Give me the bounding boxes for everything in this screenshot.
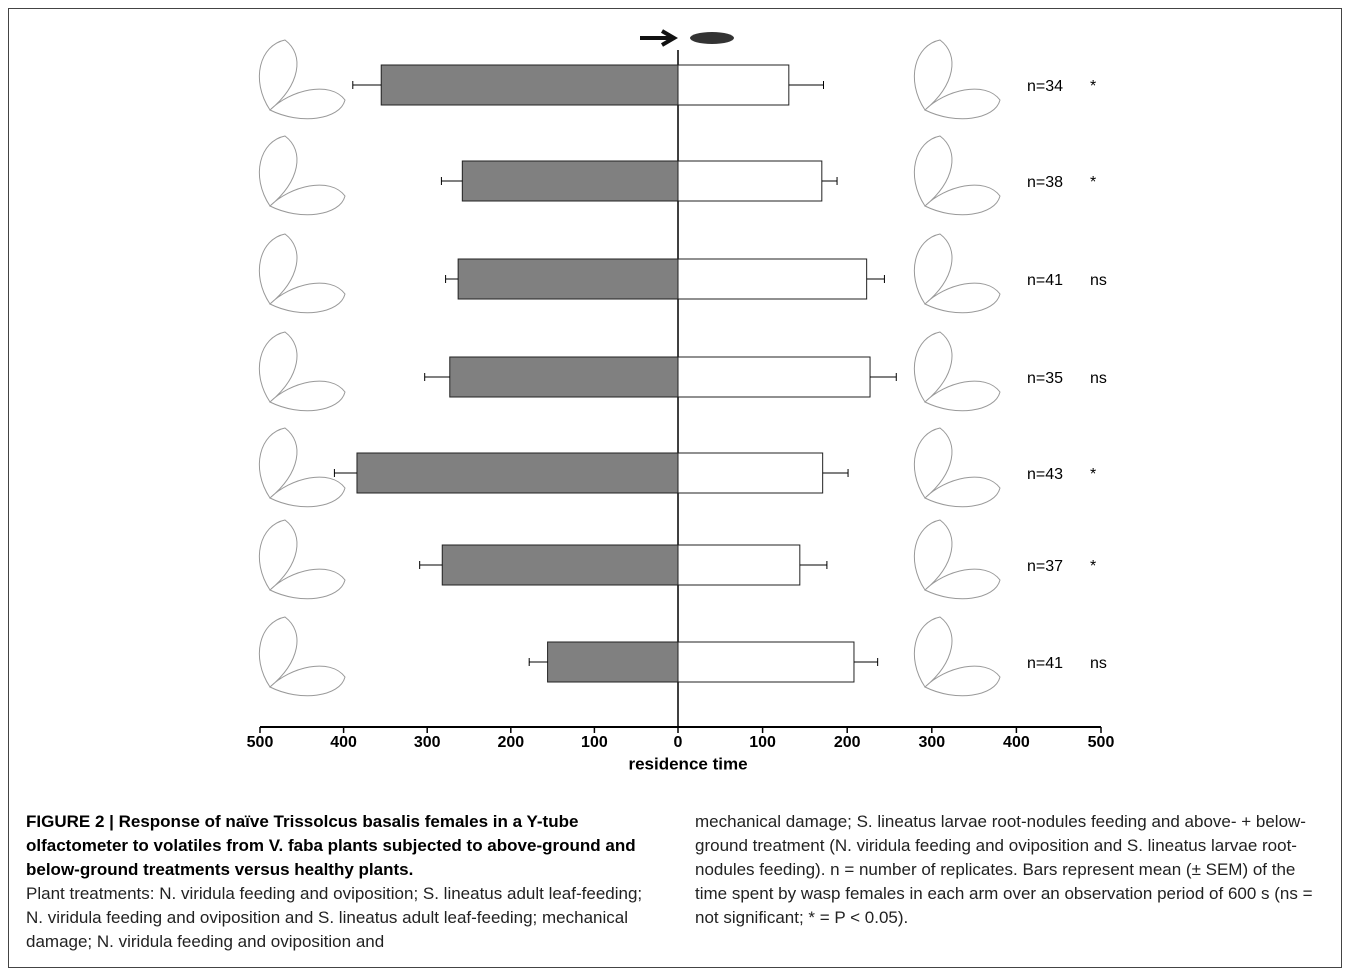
significance-label: * (1090, 466, 1096, 483)
bar (450, 357, 678, 397)
bar (678, 545, 800, 585)
leaf-icon (914, 617, 1000, 696)
x-tick-label: 100 (581, 734, 608, 751)
leaf-icon (914, 234, 1000, 313)
x-tick-label: 500 (247, 734, 274, 751)
leaf-icon (259, 617, 345, 696)
x-tick-label: 500 (1088, 734, 1115, 751)
leaf-icon (259, 136, 345, 215)
caption-text: mechanical damage; S. lineatus larvae ro… (695, 812, 1313, 927)
bar (678, 357, 870, 397)
significance-label: ns (1090, 655, 1107, 672)
bar (678, 453, 823, 493)
bar (462, 161, 678, 201)
arrow-icon (640, 31, 674, 45)
leaf-icon (259, 428, 345, 507)
caption-text: Plant treatments: N. viridula feeding an… (26, 884, 642, 951)
significance-label: * (1090, 174, 1096, 191)
n-label: n=43 (1027, 466, 1063, 483)
n-label: n=41 (1027, 272, 1063, 289)
n-label: n=38 (1027, 174, 1063, 191)
leaf-icon (914, 428, 1000, 507)
n-label: n=35 (1027, 370, 1063, 387)
caption-column: mechanical damage; S. lineatus larvae ro… (695, 810, 1330, 930)
bar (442, 545, 678, 585)
significance-label: ns (1090, 272, 1107, 289)
x-tick-label: 300 (414, 734, 441, 751)
n-label: n=37 (1027, 558, 1063, 575)
leaf-icon (914, 332, 1000, 411)
significance-label: * (1090, 558, 1096, 575)
bar (678, 642, 854, 682)
leaf-icon (259, 234, 345, 313)
n-label: n=41 (1027, 655, 1063, 672)
x-tick-label: 300 (918, 734, 945, 751)
x-tick-label: 400 (330, 734, 357, 751)
bar (458, 259, 678, 299)
chart: residence time 500 400 300 200 100 0 100 200 300… (0, 0, 1352, 790)
leaf-icon (259, 520, 345, 599)
x-tick-label: 200 (497, 734, 524, 751)
bar (678, 161, 822, 201)
n-label: n=34 (1027, 78, 1063, 95)
x-axis-label: residence time (628, 754, 747, 773)
bar (678, 65, 789, 105)
leaf-icon (259, 40, 345, 119)
significance-label: ns (1090, 370, 1107, 387)
bar (357, 453, 678, 493)
leaf-icon (259, 332, 345, 411)
caption-title: FIGURE 2 | Response of naïve Trissolcus … (26, 812, 636, 879)
x-tick-label: 400 (1003, 734, 1030, 751)
leaf-icon (914, 520, 1000, 599)
x-tick-label: 100 (749, 734, 776, 751)
significance-label: * (1090, 78, 1096, 95)
page: residence time 500 400 300 200 100 0 100 200 300… (0, 0, 1352, 958)
caption-column: FIGURE 2 | Response of naïve Trissolcus … (26, 810, 651, 954)
bar (381, 65, 678, 105)
x-tick-label: 0 (674, 734, 683, 751)
leaf-icon (914, 136, 1000, 215)
wasp-icon (690, 32, 734, 44)
leaf-icon (914, 40, 1000, 119)
x-tick-label: 200 (834, 734, 861, 751)
bar (678, 259, 867, 299)
bar (548, 642, 678, 682)
